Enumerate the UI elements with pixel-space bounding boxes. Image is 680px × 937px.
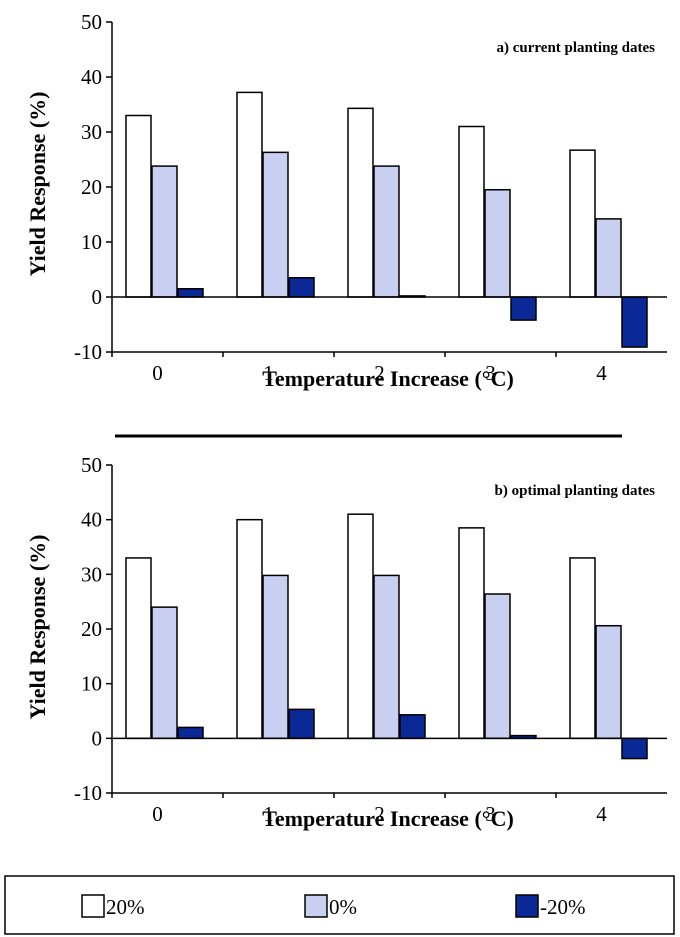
- panel-a-y-tick-label: 30: [81, 120, 102, 144]
- panel-b-bar-20pct-temp-0: [125, 557, 152, 740]
- panel-a-bar-20pct-temp-3: [458, 125, 485, 298]
- panel-b-y-tick-label: 40: [81, 508, 102, 532]
- panel-b-y-tick-label: -10: [74, 781, 102, 805]
- legend-frame: [4, 875, 675, 935]
- panel-b-bar-20pct-temp-4: [569, 557, 596, 740]
- panel-b-y-tick-label: 20: [81, 617, 102, 641]
- panel-a-bar-neg20pct-temp-4: [621, 296, 648, 348]
- panel-b-bar-0pct-temp-1: [262, 574, 289, 740]
- panel-a-y-axis-title: Yield Response (%): [25, 92, 50, 277]
- legend-item-0pct: 0%: [304, 894, 357, 919]
- panel-a-bar-20pct-temp-1: [236, 91, 263, 298]
- panel-a-x-tick-label: 2: [374, 361, 385, 385]
- panel-a-y-tick-label: 10: [81, 230, 102, 254]
- panel-b-bar-20pct-temp-1: [236, 518, 263, 740]
- legend-swatch-0pct: [304, 894, 328, 918]
- panel-b-bar-20pct-temp-2: [347, 513, 374, 740]
- legend: 20% 0% -20%: [4, 875, 675, 935]
- panel-a-y-tick-label: -10: [74, 340, 102, 364]
- panel-a-y-tick-label: 50: [81, 10, 102, 34]
- panel-a-bar-neg20pct-temp-1: [288, 277, 315, 298]
- panel-b-bar-0pct-temp-3: [484, 593, 511, 740]
- panel-a-bar-0pct-temp-4: [595, 218, 622, 298]
- panel-a-bar-20pct-temp-2: [347, 107, 374, 298]
- panel-b-bar-neg20pct-temp-4: [621, 737, 648, 760]
- legend-swatch-20pct: [81, 894, 105, 918]
- panel-a-bar-0pct-temp-2: [373, 165, 400, 298]
- panel-a-bar-0pct-temp-3: [484, 189, 511, 298]
- panel-a-bar-neg20pct-temp-0: [177, 288, 204, 298]
- panel-b-y-tick-label: 50: [81, 453, 102, 477]
- panel-b-bar-neg20pct-temp-2: [399, 714, 426, 740]
- panel-b-bar-neg20pct-temp-0: [177, 726, 204, 740]
- legend-item-neg20pct: -20%: [515, 894, 586, 919]
- panel-b-bar-neg20pct-temp-1: [288, 708, 315, 740]
- panel-a-label: a) current planting dates: [497, 40, 656, 56]
- panel-b-y-axis-title: Yield Response (%): [25, 535, 50, 720]
- panel-a-x-axis-title: Temperature Increase (°C): [262, 366, 514, 391]
- panel-a-bar-neg20pct-temp-3: [510, 296, 537, 321]
- panel-b-x-tick-label: 0: [152, 802, 163, 826]
- panel-a-y-tick-label: 40: [81, 65, 102, 89]
- legend-item-20pct: 20%: [81, 894, 145, 919]
- panel-a-x-tick-label: 0: [152, 361, 163, 385]
- chart-panel-b: b) optimal planting dates Temperature In…: [25, 453, 667, 831]
- panel-b-x-tick-label: 1: [263, 802, 274, 826]
- panel-b-y-tick-label: 0: [92, 726, 103, 750]
- panel-a-x-tick-label: 4: [596, 361, 607, 385]
- panel-b-y-tick-label: 10: [81, 672, 102, 696]
- panel-a-bar-0pct-temp-0: [151, 165, 178, 298]
- panel-b-bar-0pct-temp-4: [595, 624, 622, 740]
- panel-b-y-tick-label: 30: [81, 562, 102, 586]
- legend-label-20pct: 20%: [106, 895, 145, 919]
- legend-swatch-neg20pct: [515, 894, 539, 918]
- panel-a-x-tick-label: 3: [485, 361, 496, 385]
- panel-b-x-axis-title: Temperature Increase (°C): [262, 806, 514, 831]
- legend-label-neg20pct: -20%: [540, 895, 586, 919]
- legend-label-0pct: 0%: [329, 895, 357, 919]
- panel-b-label: b) optimal planting dates: [495, 483, 656, 499]
- panel-a-bar-20pct-temp-4: [569, 149, 596, 298]
- panel-a-y-tick-label: 20: [81, 175, 102, 199]
- chart-panel-a: a) current planting dates Temperature In…: [25, 10, 667, 391]
- panel-b-x-tick-label: 2: [374, 802, 385, 826]
- panel-a-y-tick-label: 0: [92, 285, 103, 309]
- panel-a-bar-0pct-temp-1: [262, 151, 289, 298]
- panel-b-x-tick-label: 3: [485, 802, 496, 826]
- panel-a-bar-20pct-temp-0: [125, 114, 152, 298]
- panel-b-x-tick-label: 4: [596, 802, 607, 826]
- panel-b-bar-0pct-temp-2: [373, 574, 400, 740]
- panel-a-x-tick-label: 1: [263, 361, 274, 385]
- panel-b-bar-20pct-temp-3: [458, 527, 485, 740]
- panel-b-bar-0pct-temp-0: [151, 606, 178, 740]
